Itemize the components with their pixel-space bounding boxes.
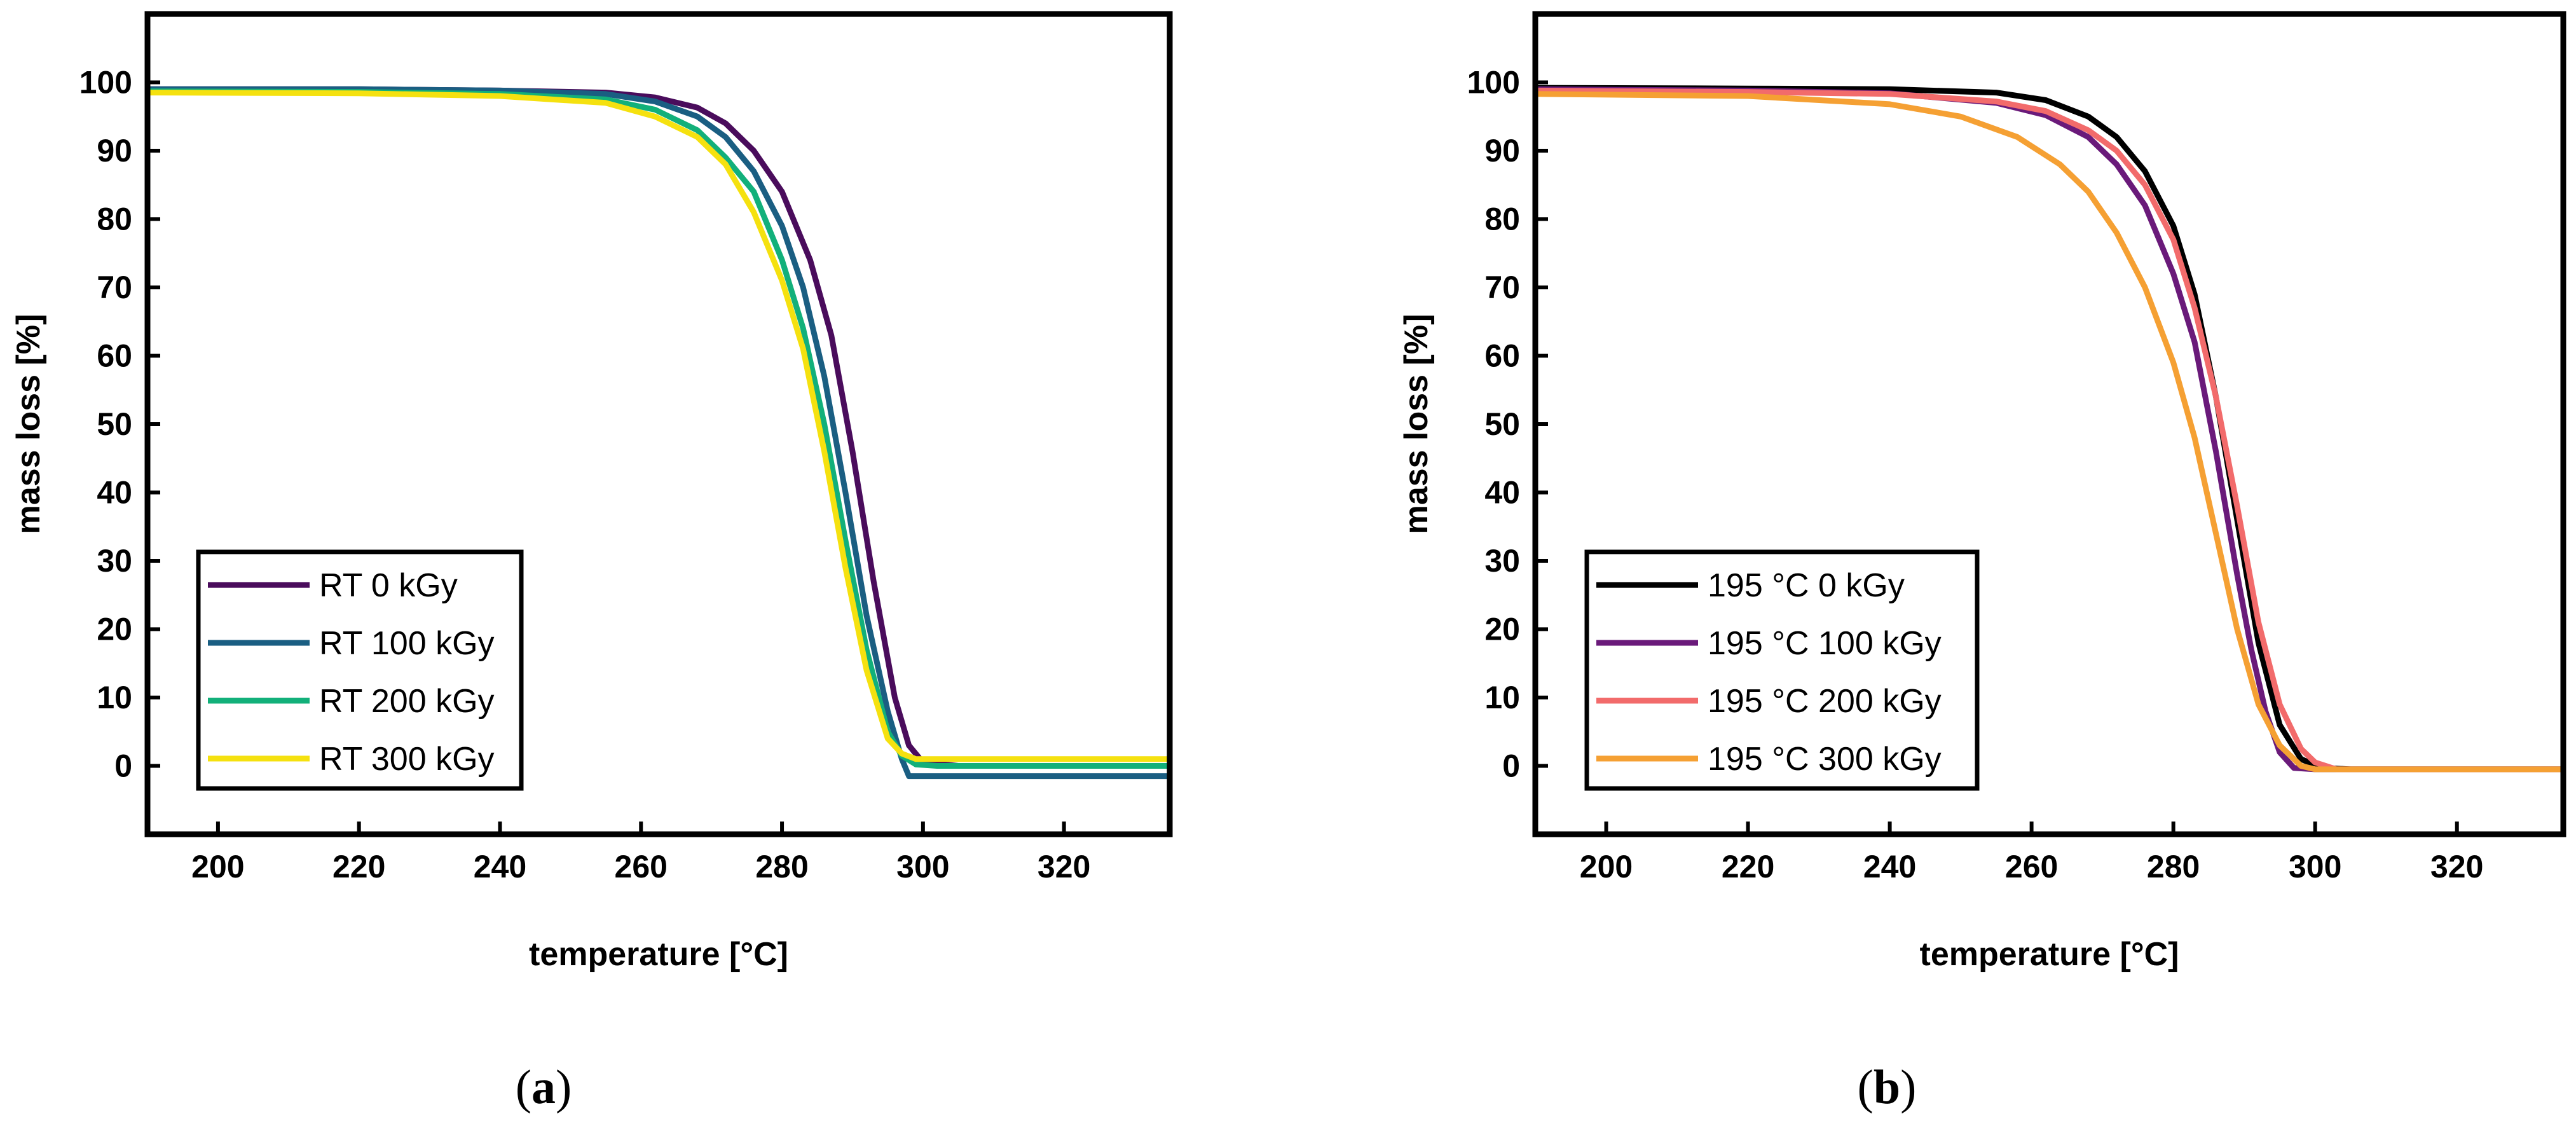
legend-label: RT 300 kGy [319,741,495,778]
legend-label: RT 200 kGy [319,683,495,720]
y-tick-label: 10 [1484,680,1520,715]
y-tick-label: 100 [79,65,132,100]
y-tick-label: 90 [1484,133,1520,168]
caption-paren: ) [1900,1061,1916,1114]
y-tick-label: 30 [97,543,132,579]
y-axis-title: mass loss [%] [10,314,47,535]
y-tick-label: 40 [97,475,132,511]
y-tick-label: 0 [1502,748,1520,784]
x-tick-label: 260 [615,849,668,884]
legend-box [196,549,524,791]
y-tick-label: 40 [1484,475,1520,511]
legend-label: 195 °C 300 kGy [1708,741,1942,778]
y-tick-label: 20 [1484,612,1520,647]
x-tick-label: 320 [2430,849,2483,884]
caption-paren: ( [516,1061,531,1114]
panel-caption: (a) [516,1061,572,1114]
panel-caption: (b) [1858,1061,1917,1114]
caption-paren: ) [556,1061,572,1114]
x-tick-label: 240 [1863,849,1916,884]
series-line-1 [1532,85,2566,773]
series-line-3 [1532,87,2566,773]
y-tick-label: 90 [97,133,132,168]
legend-label: 195 °C 0 kGy [1708,567,1905,604]
x-axis-title: temperature [°C] [1920,936,2179,973]
y-tick-label: 100 [1467,65,1520,100]
x-axis-title: temperature [°C] [529,936,788,973]
y-tick-label: 70 [97,270,132,305]
y-axis-title: mass loss [%] [1398,314,1435,535]
x-tick-label: 220 [332,849,385,884]
caption-paren: ( [1858,1061,1874,1114]
y-tick-label: 30 [1484,543,1520,579]
y-tick-label: 0 [114,748,132,784]
y-tick-label: 80 [97,202,132,237]
chart-panel-b: 200 220 240 260 280 300 320 0 10 20 30 40 50 60 70 80 90… [1398,11,2566,1114]
legend-box [1584,549,1980,791]
x-tick-label: 240 [474,849,526,884]
legend-label: 195 °C 200 kGy [1708,683,1942,720]
x-tick-label: 220 [1722,849,1774,884]
x-tick-label: 320 [1038,849,1090,884]
series-line-2 [144,86,1173,780]
legend: 195 °C 0 kGy 195 °C 100 kGy 195 °C 200 kGy… [1584,549,1980,791]
x-tick-label: 200 [1580,849,1633,884]
legend: RT 0 kGy RT 100 kGy RT 200 kGy RT 300 kGy [196,549,524,791]
y-tick-label: 60 [1484,338,1520,374]
y-tick-label: 60 [97,338,132,374]
y-tick-label: 50 [97,406,132,442]
caption-letter: b [1874,1061,1900,1114]
x-tick-label: 300 [896,849,949,884]
y-tick-label: 10 [97,680,132,715]
x-tick-label: 260 [2005,849,2058,884]
y-tick-label: 50 [1484,406,1520,442]
legend-label: 195 °C 100 kGy [1708,625,1942,662]
chart-panel-a: 200 220 240 260 280 300 320 0 10 20 30 40 50 60 70 80 90… [10,11,1173,1114]
legend-label: RT 0 kGy [319,567,458,604]
caption-letter: a [531,1061,556,1114]
series-group [1532,85,2566,773]
series-line-4 [144,90,1173,762]
y-tick-label: 70 [1484,270,1520,305]
series-line-4 [1532,91,2566,773]
x-tick-label: 280 [755,849,808,884]
series-group [144,86,1173,780]
y-tick-label: 80 [1484,202,1520,237]
x-tick-label: 300 [2289,849,2341,884]
x-tick-label: 200 [191,849,244,884]
y-tick-label: 20 [97,612,132,647]
x-tick-label: 280 [2147,849,2200,884]
legend-label: RT 100 kGy [319,625,495,662]
